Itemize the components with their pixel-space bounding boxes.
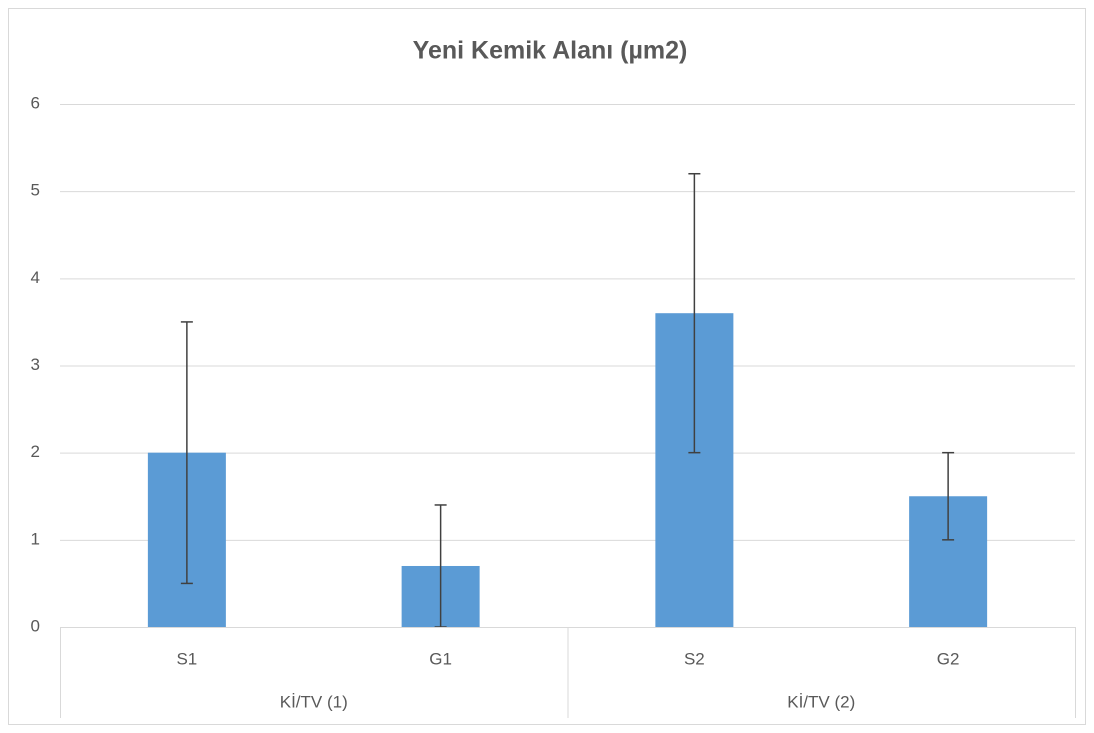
y-tick-label: 1	[31, 529, 40, 548]
y-tick-label: 2	[31, 442, 40, 461]
error-bar	[688, 172, 701, 454]
group-label: Kİ/TV (2)	[787, 692, 855, 711]
x-tick-label: S1	[176, 649, 197, 668]
chart-title: Yeni Kemik Alanı (µm2)	[413, 37, 688, 65]
error-bar	[942, 451, 955, 541]
x-tick-label: G2	[937, 649, 960, 668]
y-tick-label: 5	[31, 181, 40, 200]
y-tick-label: 3	[31, 355, 40, 374]
y-tick-label: 0	[31, 616, 40, 635]
y-tick-label: 4	[31, 268, 40, 287]
x-tick-label: G1	[429, 649, 452, 668]
group-label: Kİ/TV (1)	[280, 692, 348, 711]
x-tick-label: S2	[684, 649, 705, 668]
y-tick-label: 6	[31, 93, 40, 112]
error-bar	[180, 321, 193, 585]
